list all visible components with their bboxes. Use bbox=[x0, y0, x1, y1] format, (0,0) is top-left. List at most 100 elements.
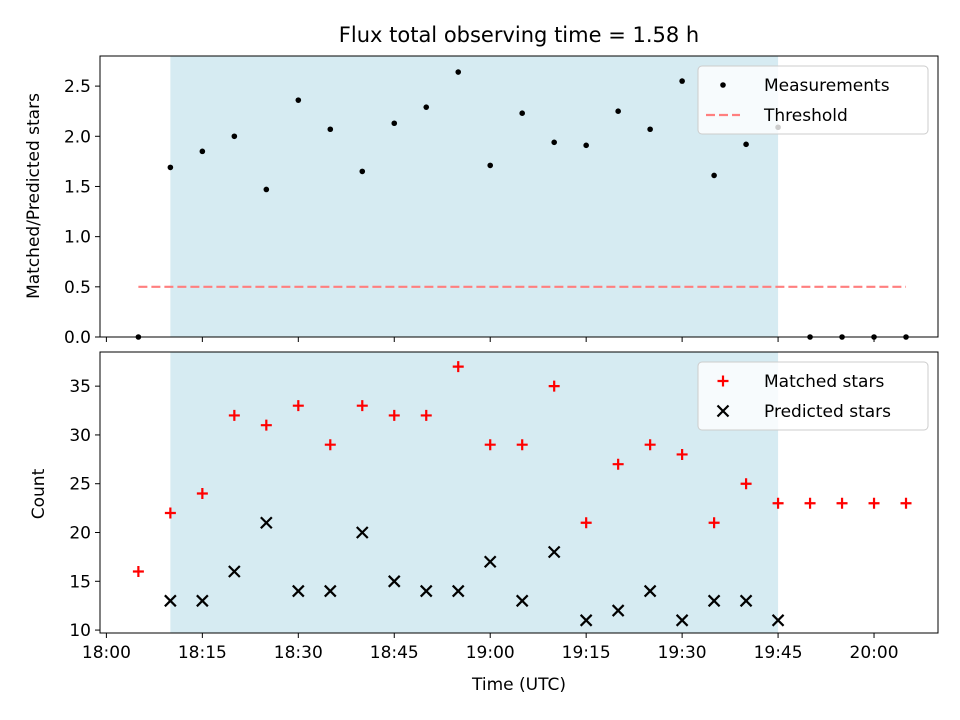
predicted-stars-point bbox=[324, 584, 337, 598]
y-tick-label: 20 bbox=[69, 524, 91, 544]
observing-interval-shade bbox=[170, 56, 779, 337]
measurement-point bbox=[391, 120, 398, 127]
matched-stars-point bbox=[676, 448, 688, 460]
legend-marker-predicted bbox=[716, 404, 730, 418]
matched-stars-point bbox=[292, 400, 304, 412]
x-tick-label: 18:45 bbox=[370, 643, 419, 663]
predicted-stars-point bbox=[355, 526, 369, 539]
matched-stars-point bbox=[804, 497, 816, 509]
y-tick-label: 0.5 bbox=[64, 278, 91, 298]
x-tick-label: 19:15 bbox=[562, 643, 611, 663]
measurement-point bbox=[743, 141, 749, 148]
matched-stars-point bbox=[516, 439, 528, 451]
y-tick-label: 2.0 bbox=[64, 127, 91, 147]
legend-box bbox=[697, 361, 929, 431]
predicted-stars-point bbox=[611, 604, 625, 617]
y-tick-label: 15 bbox=[69, 572, 91, 592]
measurement-point bbox=[711, 172, 717, 179]
y-tick-label: 1.0 bbox=[64, 228, 91, 248]
measurement-point bbox=[519, 110, 525, 117]
predicted-stars-point bbox=[515, 594, 529, 608]
matched-stars-point bbox=[452, 361, 464, 373]
matched-stars-point bbox=[164, 507, 176, 519]
matched-stars-point bbox=[324, 439, 336, 451]
predicted-stars-point bbox=[579, 614, 593, 627]
matched-stars-point bbox=[740, 478, 752, 490]
matched-stars-point bbox=[420, 409, 432, 421]
predicted-stars-point bbox=[771, 614, 785, 627]
legend-label: Measurements bbox=[764, 76, 890, 96]
measurement-point bbox=[263, 186, 270, 193]
legend-box bbox=[697, 65, 929, 135]
measurement-point bbox=[679, 78, 685, 84]
predicted-stars-point bbox=[228, 565, 241, 578]
matched-stars-point bbox=[772, 497, 784, 509]
measurement-point bbox=[295, 97, 302, 103]
y-tick-label: 30 bbox=[69, 426, 91, 446]
legend-label: Predicted stars bbox=[764, 402, 891, 422]
y-tick-label: 1.5 bbox=[64, 177, 91, 197]
bottom-y-axis-label: Count bbox=[29, 468, 49, 519]
matched-stars-point bbox=[196, 487, 208, 499]
measurement-point bbox=[551, 139, 557, 146]
matched-stars-point bbox=[900, 497, 912, 509]
top-panel: 0.0 0.5 1.0 1.5 2.0 2.5 Measurements Threshold bbox=[64, 55, 939, 348]
matched-stars-point bbox=[484, 439, 496, 451]
top-y-axis-label: Matched/Predicted stars bbox=[24, 93, 44, 299]
x-tick-label: 18:00 bbox=[82, 643, 131, 663]
y-tick-label: 35 bbox=[69, 377, 91, 397]
matched-stars-point bbox=[132, 566, 144, 578]
x-tick-label: 19:45 bbox=[754, 643, 803, 663]
axes-frame bbox=[99, 55, 939, 338]
predicted-stars-point bbox=[739, 594, 753, 608]
y-tick-label: 0.0 bbox=[64, 328, 91, 348]
bottom-panel: 10 15 20 25 30 35 18:00 18:15 18:30 18:45 19:00 19:… bbox=[69, 351, 939, 663]
predicted-stars-point bbox=[419, 584, 433, 598]
predicted-stars-point bbox=[451, 584, 465, 598]
matched-stars-point bbox=[356, 400, 368, 412]
x-tick-label: 19:00 bbox=[466, 643, 515, 663]
predicted-stars-point bbox=[707, 594, 721, 608]
predicted-stars-point bbox=[483, 555, 497, 569]
matched-stars-point bbox=[580, 517, 592, 529]
matched-stars-point bbox=[708, 517, 720, 529]
measurement-point bbox=[647, 126, 653, 133]
legend-label: Threshold bbox=[763, 106, 848, 126]
measurement-point bbox=[231, 133, 238, 140]
measurement-point bbox=[487, 162, 494, 169]
y-tick-label: 25 bbox=[69, 475, 91, 495]
y-tick-label: 2.5 bbox=[64, 77, 91, 97]
observing-interval-shade bbox=[170, 352, 779, 633]
predicted-stars-point bbox=[643, 584, 657, 598]
matched-stars-point bbox=[868, 497, 880, 509]
legend-marker-matched bbox=[717, 375, 729, 387]
measurement-point bbox=[615, 108, 621, 114]
predicted-stars-point bbox=[196, 594, 209, 608]
measurement-point bbox=[359, 168, 366, 175]
chart-title: Flux total observing time = 1.58 h bbox=[339, 23, 699, 47]
predicted-stars-point bbox=[260, 516, 273, 530]
matched-stars-point bbox=[260, 419, 272, 431]
measurement-point bbox=[455, 69, 462, 75]
measurement-point bbox=[423, 104, 430, 110]
predicted-stars-point bbox=[675, 614, 689, 627]
predicted-stars-point bbox=[292, 584, 305, 598]
legend-marker-measurements bbox=[720, 82, 726, 88]
measurement-point bbox=[583, 142, 589, 149]
measurement-point bbox=[167, 164, 174, 171]
x-tick-label: 19:30 bbox=[658, 643, 707, 663]
x-tick-label: 20:00 bbox=[850, 643, 899, 663]
measurement-point bbox=[199, 148, 206, 155]
predicted-stars-point bbox=[164, 594, 177, 608]
axes-frame bbox=[99, 351, 939, 634]
matched-stars-point bbox=[644, 439, 656, 451]
matched-stars-point bbox=[228, 409, 240, 421]
matched-stars-point bbox=[388, 409, 400, 421]
matched-stars-point bbox=[836, 497, 848, 509]
predicted-stars-point bbox=[387, 575, 401, 588]
matched-stars-point bbox=[612, 458, 624, 470]
predicted-stars-point bbox=[547, 545, 561, 559]
x-tick-label: 18:15 bbox=[178, 643, 227, 663]
x-axis-label: Time (UTC) bbox=[471, 675, 566, 695]
